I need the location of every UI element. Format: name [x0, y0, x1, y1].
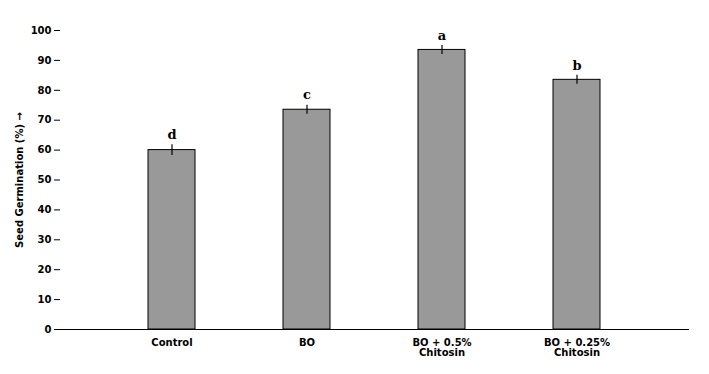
svg-text:c: c — [303, 87, 311, 102]
svg-text:Seed Germination (%) →: Seed Germination (%) → — [14, 112, 25, 248]
svg-text:100: 100 — [31, 25, 52, 36]
svg-text:50: 50 — [38, 174, 52, 185]
svg-text:0: 0 — [45, 324, 52, 335]
svg-text:a: a — [438, 28, 447, 43]
svg-text:30: 30 — [38, 234, 52, 245]
svg-text:40: 40 — [38, 204, 52, 215]
svg-text:Control: Control — [151, 337, 192, 348]
svg-text:b: b — [572, 58, 581, 73]
svg-text:d: d — [167, 127, 176, 142]
svg-text:BO: BO — [299, 337, 315, 348]
svg-text:90: 90 — [38, 55, 52, 66]
svg-text:10: 10 — [38, 294, 52, 305]
svg-text:BO + 0.5%Chitosin: BO + 0.5%Chitosin — [412, 337, 471, 358]
svg-text:70: 70 — [38, 114, 52, 125]
svg-text:60: 60 — [38, 144, 52, 155]
svg-text:80: 80 — [38, 85, 52, 96]
svg-text:20: 20 — [38, 264, 52, 275]
svg-text:BO + 0.25%Chitosin: BO + 0.25%Chitosin — [544, 337, 610, 358]
